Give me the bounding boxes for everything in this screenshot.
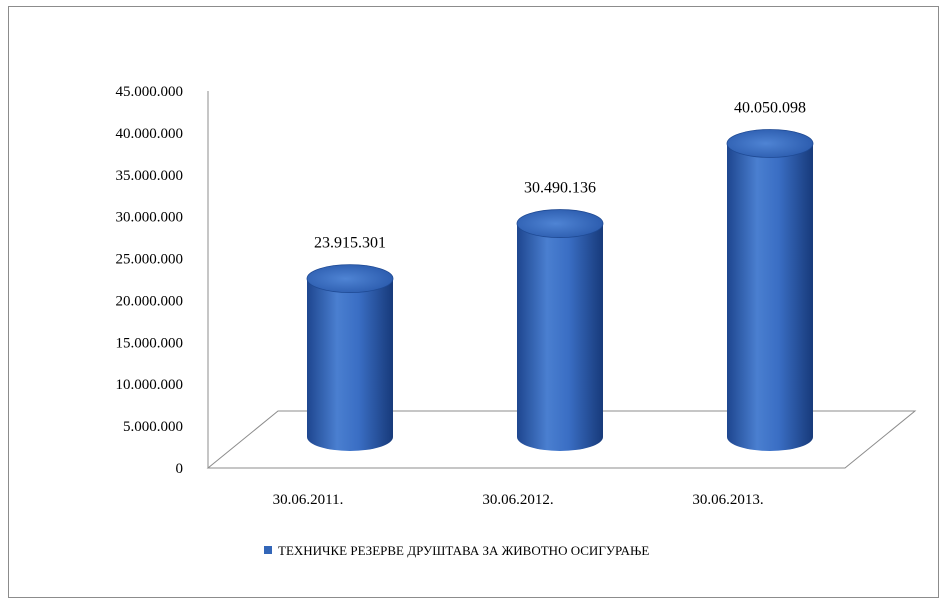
y-axis-ticks: 0 5.000.000 10.000.000 15.000.000 20.000.000…: [116, 84, 184, 477]
y-tick-label: 5.000.000: [123, 419, 183, 435]
floor-plane: [206, 410, 917, 469]
y-tick-label: 0: [176, 461, 184, 477]
bar-top: [726, 129, 814, 158]
bar-body: [727, 143, 813, 451]
data-label: 30.490.136: [524, 180, 596, 197]
bar-series: [306, 129, 814, 451]
data-labels: 23.915.301 30.490.136 40.050.098: [314, 99, 806, 251]
y-tick-label: 35.000.000: [116, 168, 184, 184]
chart-axes: [206, 91, 917, 469]
y-tick-label: 30.000.000: [116, 210, 184, 226]
bar-top: [306, 264, 394, 294]
legend-swatch: [264, 546, 272, 554]
bar: [726, 129, 814, 451]
y-tick-label: 45.000.000: [116, 84, 184, 100]
data-label: 23.915.301: [314, 235, 386, 252]
x-tick-label: 30.06.2013.: [692, 492, 763, 508]
legend: ТЕХНИЧКЕ РЕЗЕРВЕ ДРУШТАВА ЗА ЖИВОТНО ОСИ…: [264, 543, 649, 558]
legend-label: ТЕХНИЧКЕ РЕЗЕРВЕ ДРУШТАВА ЗА ЖИВОТНО ОСИ…: [278, 543, 649, 558]
y-tick-label: 25.000.000: [116, 252, 184, 268]
y-tick-label: 40.000.000: [116, 126, 184, 142]
x-tick-label: 30.06.2011.: [273, 492, 344, 508]
x-tick-label: 30.06.2012.: [482, 492, 553, 508]
data-label: 40.050.098: [734, 99, 806, 116]
y-tick-label: 20.000.000: [116, 293, 184, 309]
bar: [516, 209, 604, 451]
bar: [306, 264, 394, 451]
y-tick-label: 15.000.000: [116, 335, 184, 351]
bar-body: [517, 223, 603, 451]
y-tick-label: 10.000.000: [116, 377, 184, 393]
bar-top: [516, 209, 604, 238]
category-labels: 30.06.2011. 30.06.2012. 30.06.2013.: [273, 492, 764, 508]
bar-body: [307, 278, 393, 451]
